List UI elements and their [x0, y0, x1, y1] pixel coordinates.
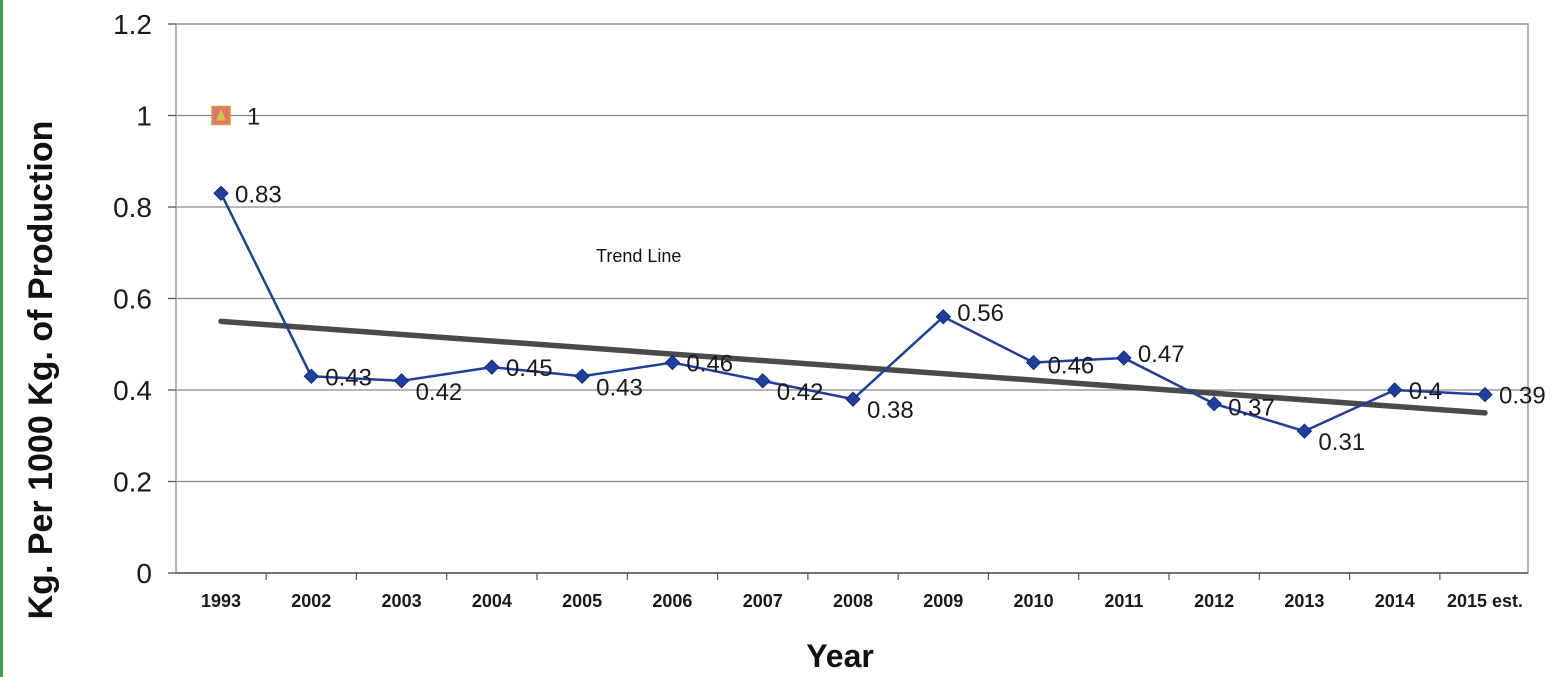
y-tick-label: 1: [136, 101, 152, 132]
data-point: [845, 391, 861, 407]
data-label: 0.31: [1318, 429, 1365, 456]
y-axis-title: Kg. Per 1000 Kg. of Production: [22, 121, 60, 620]
data-point: [1206, 396, 1222, 412]
data-point: [1477, 386, 1493, 403]
x-tick-label: 2004: [472, 591, 512, 611]
data-labels: 0.83 0.43 0.42 0.45 0.43 0.46 0.42 0.38 0.56 0.46…: [235, 104, 1546, 457]
x-tick-label: 2011: [1104, 591, 1143, 611]
x-tick-label: 2012: [1194, 591, 1234, 611]
data-label: 0.56: [957, 300, 1004, 327]
data-point: [303, 368, 319, 384]
data-label: 0.37: [1228, 395, 1275, 422]
x-axis-title: Year: [806, 638, 874, 674]
trend-line-layer: [218, 318, 1488, 416]
y-tick-label: 0.4: [113, 375, 152, 406]
data-label: 0.47: [1138, 341, 1185, 368]
grid-lines: [176, 23, 1528, 483]
data-label: 0.46: [1048, 353, 1095, 380]
trend-line: [218, 318, 1488, 416]
data-label: 0.43: [596, 374, 643, 401]
x-tick-label: 2013: [1284, 591, 1324, 611]
data-label: 0.46: [686, 351, 733, 378]
data-point: [1025, 354, 1042, 371]
data-label: 0.43: [325, 364, 372, 391]
x-tick-label: 2009: [923, 591, 963, 611]
trend-line-annotation: Trend Line: [596, 246, 681, 266]
x-tick-label: 2005: [562, 591, 602, 611]
data-point: [935, 309, 951, 325]
data-label: 0.45: [506, 355, 553, 382]
y-tick-label: 0.6: [113, 284, 152, 315]
y-tick-label: 0.8: [113, 192, 152, 223]
x-tick-label: 2006: [652, 591, 692, 611]
x-tick-label: 2010: [1014, 591, 1054, 611]
data-point: [1116, 350, 1132, 366]
data-label: 0.39: [1499, 383, 1546, 410]
x-tick-label: 2014: [1375, 591, 1415, 611]
data-point: [664, 354, 681, 371]
data-label: 0.4: [1409, 378, 1442, 405]
y-axis-ticks: 0 0.2 0.4 0.6 0.8 1 1.2: [113, 9, 176, 589]
x-tick-label: 2003: [382, 591, 422, 611]
x-tick-label: 1993: [201, 591, 241, 611]
data-label-secondary: 1: [247, 104, 260, 131]
data-point: [484, 359, 500, 375]
y-tick-label: 1.2: [113, 9, 152, 40]
data-point: [755, 373, 771, 389]
page-left-border: [0, 0, 3, 677]
data-point: [213, 185, 229, 201]
series-layer: [211, 105, 1493, 439]
data-point: [1387, 382, 1403, 398]
x-axis-ticks: 1993 2002 2003 2004 2005 2006 2007 2008 2009 2010…: [201, 573, 1523, 611]
data-label: 0.38: [867, 397, 914, 424]
data-label: 0.42: [777, 379, 824, 406]
data-point: [1296, 423, 1313, 439]
data-label: 0.83: [235, 181, 282, 208]
data-label: 0.42: [416, 379, 463, 406]
data-point: [393, 373, 410, 389]
marker-triangle: [216, 109, 226, 121]
x-tick-label: 2007: [743, 591, 783, 611]
x-tick-label: 2002: [291, 591, 331, 611]
x-tick-label: 2008: [833, 591, 873, 611]
y-tick-label: 0: [136, 558, 152, 589]
data-point: [574, 368, 590, 384]
y-tick-label: 0.2: [113, 467, 152, 498]
x-tick-label: 2015 est.: [1447, 591, 1523, 611]
